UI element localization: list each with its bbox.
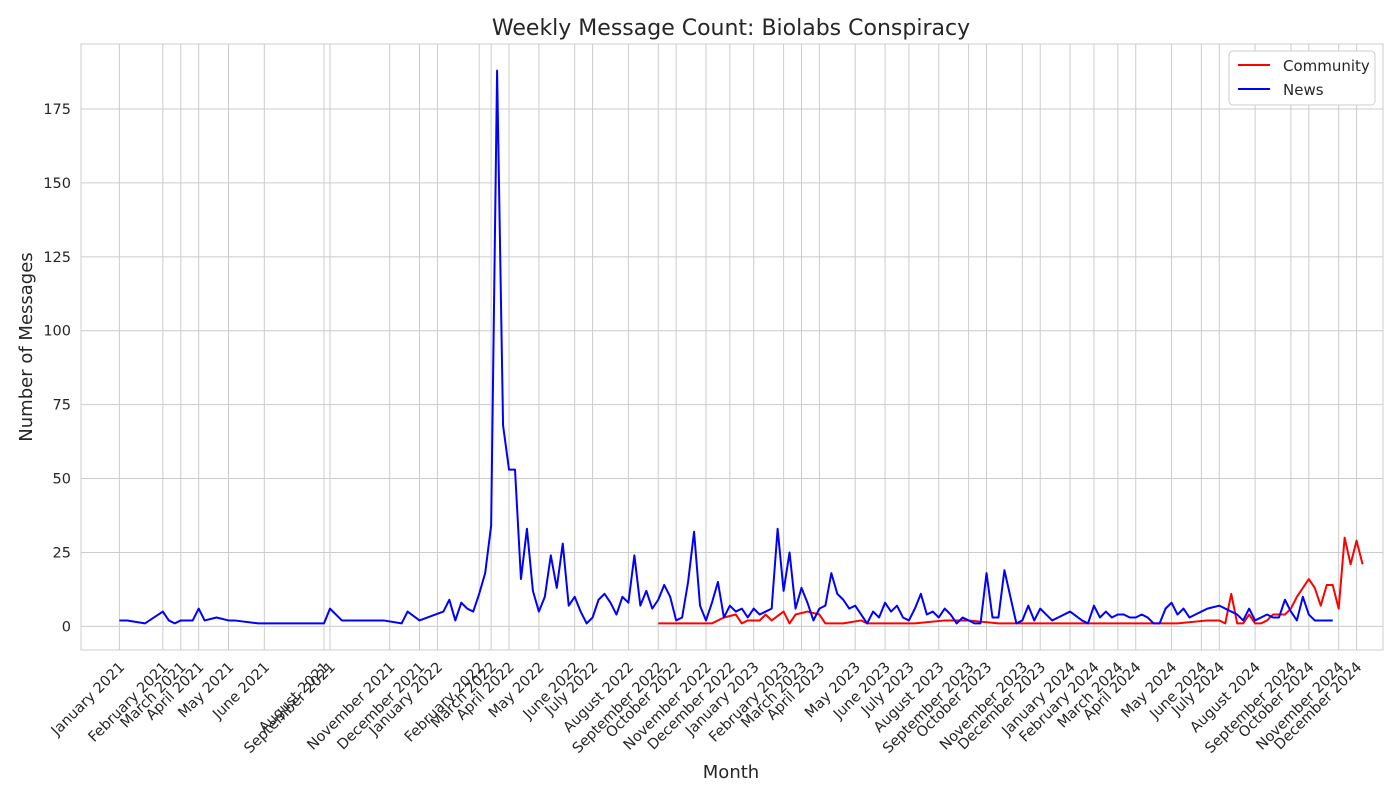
y-tick-label: 0 [62,619,71,635]
legend-label-community: Community [1283,57,1370,75]
y-tick-label: 150 [43,176,71,192]
legend-label-news: News [1283,81,1324,99]
series-line-community [658,536,1364,625]
x-axis-label: Month [703,762,759,783]
grid [81,44,1383,650]
legend: Community News [1228,50,1376,106]
y-tick-label: 125 [43,250,71,266]
plot-frame [80,43,1384,651]
y-tick-labels: 0 25 50 75 100 125 150 175 [43,102,71,635]
series-line-news [119,69,1333,625]
y-tick-label: 175 [43,102,71,118]
y-axis-label: Number of Messages [16,252,37,441]
y-tick-label: 75 [53,398,71,414]
y-tick-label: 50 [53,472,71,488]
y-tick-label: 100 [43,324,71,340]
y-tick-label: 25 [53,545,71,561]
chart-title: Weekly Message Count: Biolabs Conspiracy [492,16,970,41]
series-layer [119,69,1364,625]
